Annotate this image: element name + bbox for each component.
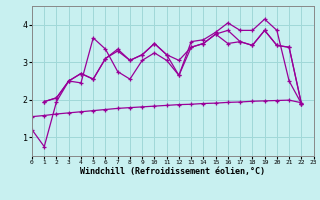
X-axis label: Windchill (Refroidissement éolien,°C): Windchill (Refroidissement éolien,°C)	[80, 167, 265, 176]
